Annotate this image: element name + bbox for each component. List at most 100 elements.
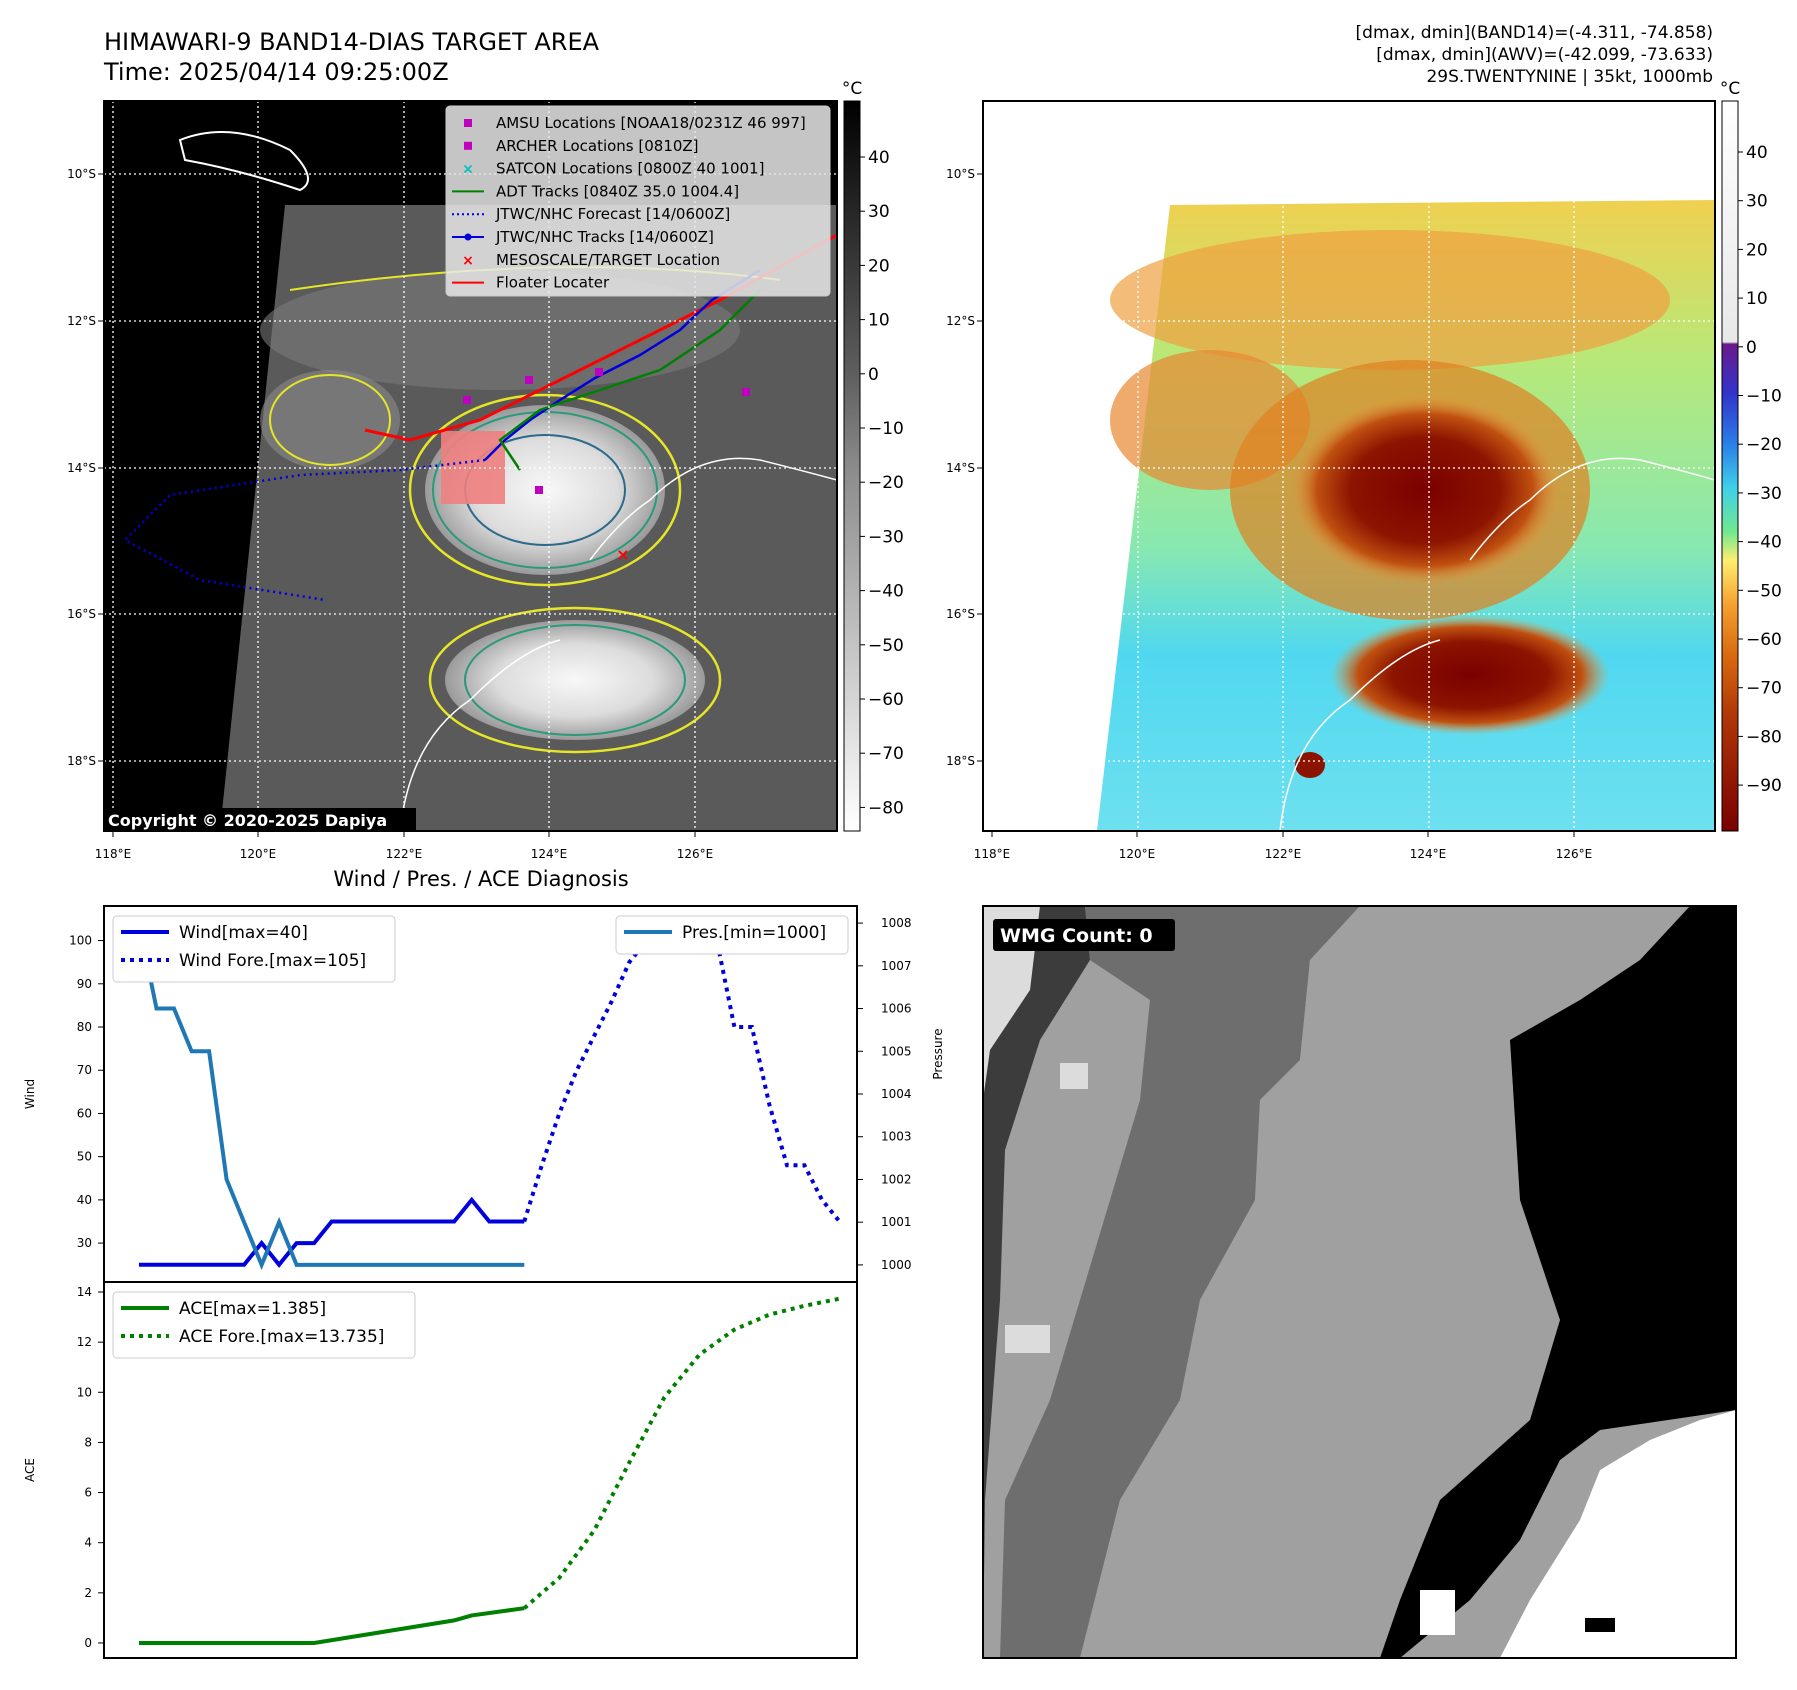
ir-map-frame <box>103 100 838 832</box>
y-tick-label: 40 <box>77 1193 92 1207</box>
y-tick-label: 10 <box>77 1385 92 1399</box>
lon-tick-label: 118°E <box>974 847 1011 861</box>
floater-locater-track <box>364 233 837 442</box>
awv-spot <box>1295 752 1325 778</box>
y-tick-label: 70 <box>77 1063 92 1077</box>
colorbar-tick-label: 30 <box>868 202 890 222</box>
series-line <box>522 916 842 1223</box>
lat-tick-label: 14°S <box>67 461 96 475</box>
awv-colorbar-unit: °C <box>1720 79 1740 99</box>
archer-marker <box>742 388 750 396</box>
chart-legend-box <box>615 915 849 955</box>
colorbar-tick-label: 0 <box>1746 338 1757 358</box>
y-tick-label: 12 <box>77 1335 92 1349</box>
wmg-patch <box>1420 1590 1455 1635</box>
adt-track <box>498 289 761 471</box>
awv-dry-south <box>1330 615 1610 735</box>
wmg-dark-band <box>983 906 1090 1658</box>
lat-tick-label: 12°S <box>946 314 975 328</box>
y2-tick-label: 1004 <box>881 1087 912 1101</box>
legend-label: ADT Tracks [0840Z 35.0 1004.4] <box>496 182 739 200</box>
y-tick-label: 100 <box>69 934 92 948</box>
wmg-frame <box>982 905 1737 1659</box>
chart-legend-label: ACE Fore.[max=13.735] <box>179 1327 384 1347</box>
chart-legend-box <box>112 1291 416 1359</box>
legend-marker: × <box>462 253 474 269</box>
coastline-australia <box>589 457 837 561</box>
colorbar-tick-label: 30 <box>1746 192 1768 212</box>
y2-tick-label: 1007 <box>881 959 912 973</box>
lon-tick-label: 120°E <box>1119 847 1156 861</box>
colorbar-tick-label: −50 <box>1746 581 1782 601</box>
y2-tick-label: 1002 <box>881 1172 912 1186</box>
legend-label: MESOSCALE/TARGET Location <box>496 251 720 269</box>
series-line <box>137 922 525 1271</box>
y-tick-label: 2 <box>84 1586 92 1600</box>
wmg-black-band <box>1380 906 1736 1658</box>
archer-marker <box>595 368 603 376</box>
legend-marker-dot <box>464 233 472 241</box>
info-band14: [dmax, dmin](BAND14)=(-4.311, -74.858) <box>1356 23 1713 43</box>
colorbar-tick-label: −50 <box>868 636 904 656</box>
wmg-patch <box>1005 1325 1050 1353</box>
info-awv: [dmax, dmin](AWV)=(-42.099, -73.633) <box>1376 45 1713 65</box>
y-tick-label: 60 <box>77 1106 92 1120</box>
legend-marker <box>464 141 472 150</box>
lon-tick-label: 120°E <box>240 847 277 861</box>
wmg-mid-band <box>1000 906 1360 1658</box>
ir-map-ticks: 118°E 120°E 122°E 124°E 126°E 10°S 12°S 14°S 16°… <box>67 167 713 861</box>
legend-label: JTWC/NHC Tracks [14/0600Z] <box>495 228 714 246</box>
lat-tick-label: 12°S <box>67 314 96 328</box>
legend-marker: × <box>462 162 474 178</box>
y-axis-label: Wind <box>23 1079 37 1109</box>
ir-colorbar-ticks: 40 30 20 10 0 −10 −20 −30 −40 −50 −60 −70 −80 <box>860 148 904 818</box>
lon-tick-label: 122°E <box>1265 847 1302 861</box>
colorbar-tick-label: −40 <box>868 582 904 602</box>
archer-marker <box>525 376 533 384</box>
ir-cloud-south <box>445 620 705 740</box>
info-storm: 29S.TWENTYNINE | 35kt, 1000mb <box>1426 67 1713 87</box>
colorbar-tick-label: 40 <box>1746 143 1768 163</box>
legend-label: SATCON Locations [0800Z 40 1001] <box>496 160 764 178</box>
y2-tick-label: 1006 <box>881 1002 912 1016</box>
y-tick-label: 8 <box>84 1435 92 1449</box>
jtwc-forecast <box>122 458 486 602</box>
colorbar-tick-label: −30 <box>1746 484 1782 504</box>
colorbar-tick-label: −10 <box>1746 387 1782 407</box>
y-tick-label: 4 <box>84 1536 92 1550</box>
wmg-patch <box>1585 1618 1615 1632</box>
lon-tick-label: 122°E <box>386 847 423 861</box>
colorbar-tick-label: 40 <box>868 148 890 168</box>
ace-chart: 0 2 4 6 8 10 12 14 ACE ACE[max=1.385] ACE Fore.[ma… <box>23 1285 840 1650</box>
series-line <box>139 1606 525 1645</box>
y2-tick-label: 1001 <box>881 1215 912 1229</box>
ir-contour-teal-south <box>464 624 686 736</box>
ir-colorbar-unit: °C <box>842 79 862 99</box>
y-tick-label: 6 <box>84 1486 92 1500</box>
ir-cloud-band <box>260 270 740 390</box>
y2-tick-label: 1003 <box>881 1130 912 1144</box>
y-tick-label: 80 <box>77 1020 92 1034</box>
colorbar-tick-label: 20 <box>1746 240 1768 260</box>
jtwc-track <box>484 268 761 461</box>
legend-label: Floater Locater <box>496 274 610 292</box>
lat-tick-label: 10°S <box>67 167 96 181</box>
lon-tick-label: 126°E <box>1556 847 1593 861</box>
ir-contour-yellow-south <box>428 606 722 754</box>
ir-contour-teal <box>432 411 658 569</box>
lat-tick-label: 14°S <box>946 461 975 475</box>
y-tick-label: 0 <box>84 1636 92 1650</box>
amsu-marker <box>463 396 471 404</box>
colorbar-tick-label: −30 <box>868 527 904 547</box>
wmg-panel <box>983 906 1736 1658</box>
awv-colorbar <box>1721 100 1739 832</box>
wind-pressure-chart: 30 40 50 60 70 80 90 100 1000 1001 1002 1003 1004 100… <box>23 915 945 1272</box>
colorbar-tick-label: 10 <box>868 311 890 331</box>
wmg-light-corner <box>983 906 1040 1100</box>
copyright-box <box>104 808 416 831</box>
colorbar-tick-label: −90 <box>1746 776 1782 796</box>
archer-marker <box>535 486 543 494</box>
diagnosis-title: Wind / Pres. / ACE Diagnosis <box>333 867 628 891</box>
ir-contour-yellow <box>408 393 682 587</box>
y2-tick-label: 1000 <box>881 1258 912 1272</box>
